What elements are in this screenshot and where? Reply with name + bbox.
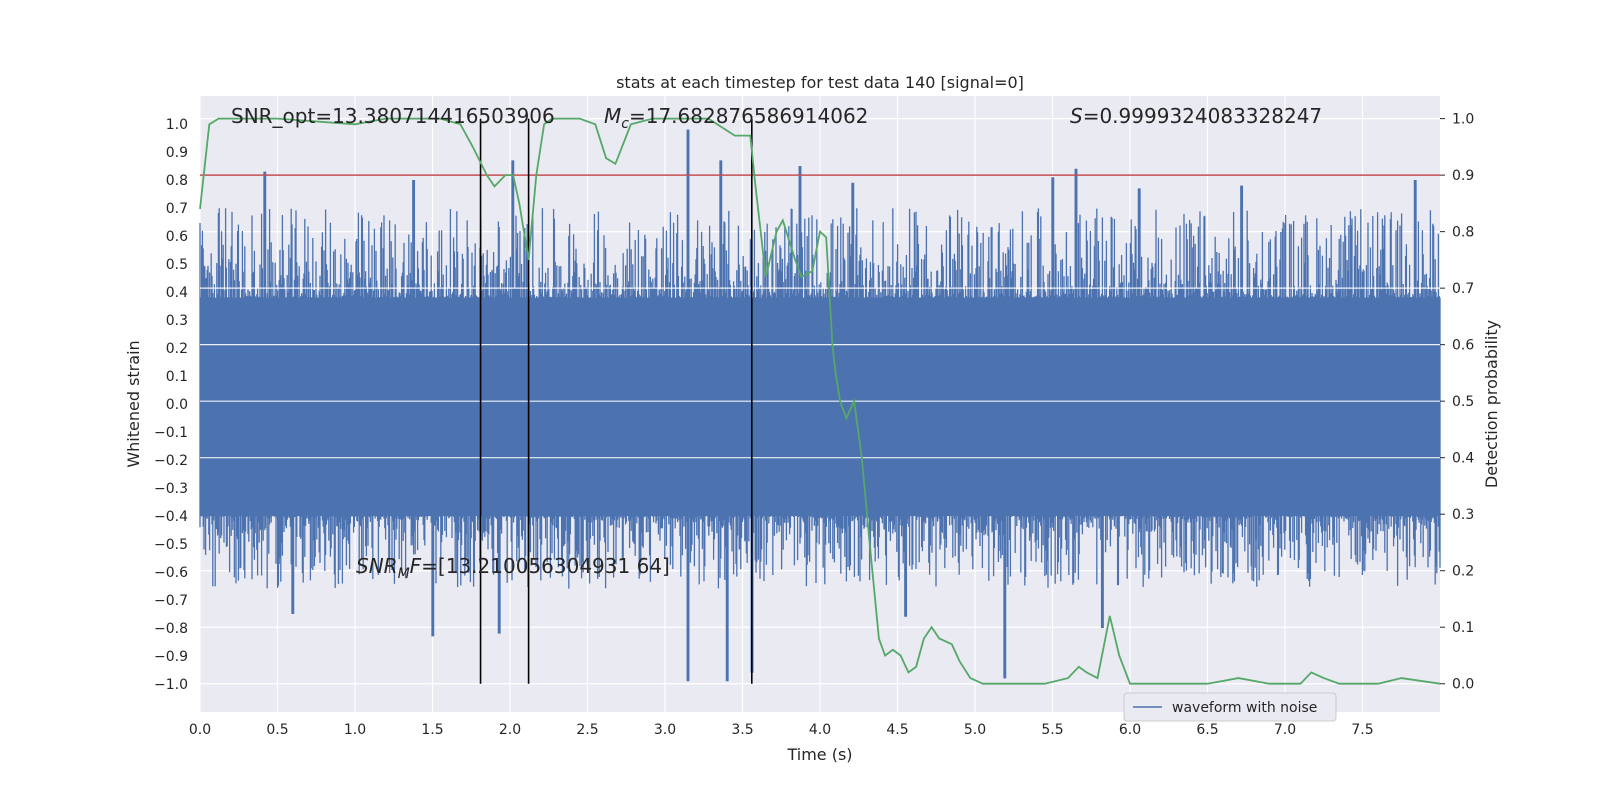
x-tick-label: 3.0 xyxy=(654,722,676,738)
y-tick-label: 0.2 xyxy=(166,341,188,357)
snr-mf-symbol: SNR xyxy=(356,554,398,578)
x-tick-label: 7.0 xyxy=(1274,722,1296,738)
waveform-series xyxy=(199,129,1441,682)
legend-label-waveform: waveform with noise xyxy=(1172,700,1317,716)
y-right-tick-label: 0.9 xyxy=(1452,168,1474,184)
y-right-tick-label: 0.5 xyxy=(1452,394,1474,410)
snr-mf-value: =[13.210056304931 64] xyxy=(421,554,670,578)
s-annotation: S=0.9999324083328247 xyxy=(1070,104,1322,128)
probability-series xyxy=(199,117,1441,685)
y-tick-label: 1.0 xyxy=(166,117,188,133)
y-tick-label: −1.0 xyxy=(154,677,188,693)
snr-mf-subscript: M xyxy=(398,566,410,582)
y-tick-label: 0.4 xyxy=(166,285,188,301)
y-tick-label: −0.9 xyxy=(154,649,188,665)
y-tick-label: 0.9 xyxy=(166,145,188,161)
y-right-tick-label: 0.7 xyxy=(1452,281,1474,297)
legend-box xyxy=(1123,692,1337,722)
y-tick-label: 0.1 xyxy=(166,369,188,385)
x-tick-label: 0.0 xyxy=(189,722,211,738)
s-symbol: S xyxy=(1070,104,1083,128)
y-tick-label: −0.5 xyxy=(154,537,188,553)
y-tick-label: −0.4 xyxy=(154,509,188,525)
x-tick-label: 5.0 xyxy=(964,722,986,738)
y-tick-label: 0.8 xyxy=(166,173,188,189)
x-tick-label: 1.5 xyxy=(421,722,443,738)
y-tick-label: 0.6 xyxy=(166,229,188,245)
mc-annotation: Mc=17.682876586914062 xyxy=(604,104,868,132)
y-right-tick-label: 0.6 xyxy=(1452,338,1474,354)
y-tick-label: 0.3 xyxy=(166,313,188,329)
waveform-core-band xyxy=(200,353,1440,460)
x-tick-label: 2.0 xyxy=(499,722,521,738)
y-tick-label: −0.3 xyxy=(154,481,188,497)
y-axis-label: Whitened strain xyxy=(124,340,143,467)
x-axis-label: Time (s) xyxy=(786,745,852,764)
vertical-lines-layer xyxy=(479,118,753,684)
y-tick-label: −0.7 xyxy=(154,593,188,609)
x-tick-label: 5.5 xyxy=(1041,722,1063,738)
y-right-tick-label: 0.1 xyxy=(1452,620,1474,636)
y-tick-label: 0.0 xyxy=(166,397,188,413)
snr-mf-annotation: SNRMF=[13.210056304931 64] xyxy=(356,554,670,582)
y-right-tick-label: 0.0 xyxy=(1452,677,1474,693)
y-tick-label: 0.5 xyxy=(166,257,188,273)
x-tick-label: 4.0 xyxy=(809,722,831,738)
y-right-tick-label: 0.2 xyxy=(1452,564,1474,580)
y-tick-label: −0.2 xyxy=(154,453,188,469)
y-right-tick-label: 0.3 xyxy=(1452,507,1474,523)
x-tick-label: 4.5 xyxy=(886,722,908,738)
threshold-layer xyxy=(200,174,1440,459)
y-tick-label: −0.1 xyxy=(154,425,188,441)
x-tick-label: 6.0 xyxy=(1119,722,1141,738)
detection-probability-line xyxy=(199,117,1441,685)
x-tick-label: 3.5 xyxy=(731,722,753,738)
s-value: =0.9999324083328247 xyxy=(1083,104,1322,128)
y-tick-label: 0.7 xyxy=(166,201,188,217)
y-right-tick-label: 0.4 xyxy=(1452,451,1474,467)
y-tick-label: −0.8 xyxy=(154,621,188,637)
y-tick-label: −0.6 xyxy=(154,565,188,581)
x-tick-label: 2.5 xyxy=(576,722,598,738)
mc-value: =17.682876586914062 xyxy=(629,104,868,128)
x-tick-label: 7.5 xyxy=(1351,722,1373,738)
chart-title: stats at each timestep for test data 140… xyxy=(616,73,1024,92)
mc-subscript: c xyxy=(621,116,629,132)
y-right-tick-label: 1.0 xyxy=(1452,112,1474,128)
mc-symbol: M xyxy=(604,104,621,128)
snr-mf-suffix: F xyxy=(410,554,422,578)
legend: waveform with noise xyxy=(1123,692,1337,722)
x-tick-label: 6.5 xyxy=(1196,722,1218,738)
snr-opt-annotation: SNR_opt=13.380714416503906 xyxy=(231,104,555,128)
x-tick-label: 0.5 xyxy=(266,722,288,738)
tick-labels-layer: 0.0 0.5 1.0 1.5 2.0 2.5 3.0 3.5 4.0 4.5 5.0 5.5 6.0 6… xyxy=(154,112,1474,738)
y-right-axis-label: Detection probability xyxy=(1482,320,1501,488)
x-tick-label: 1.0 xyxy=(344,722,366,738)
y-right-tick-label: 0.8 xyxy=(1452,225,1474,241)
